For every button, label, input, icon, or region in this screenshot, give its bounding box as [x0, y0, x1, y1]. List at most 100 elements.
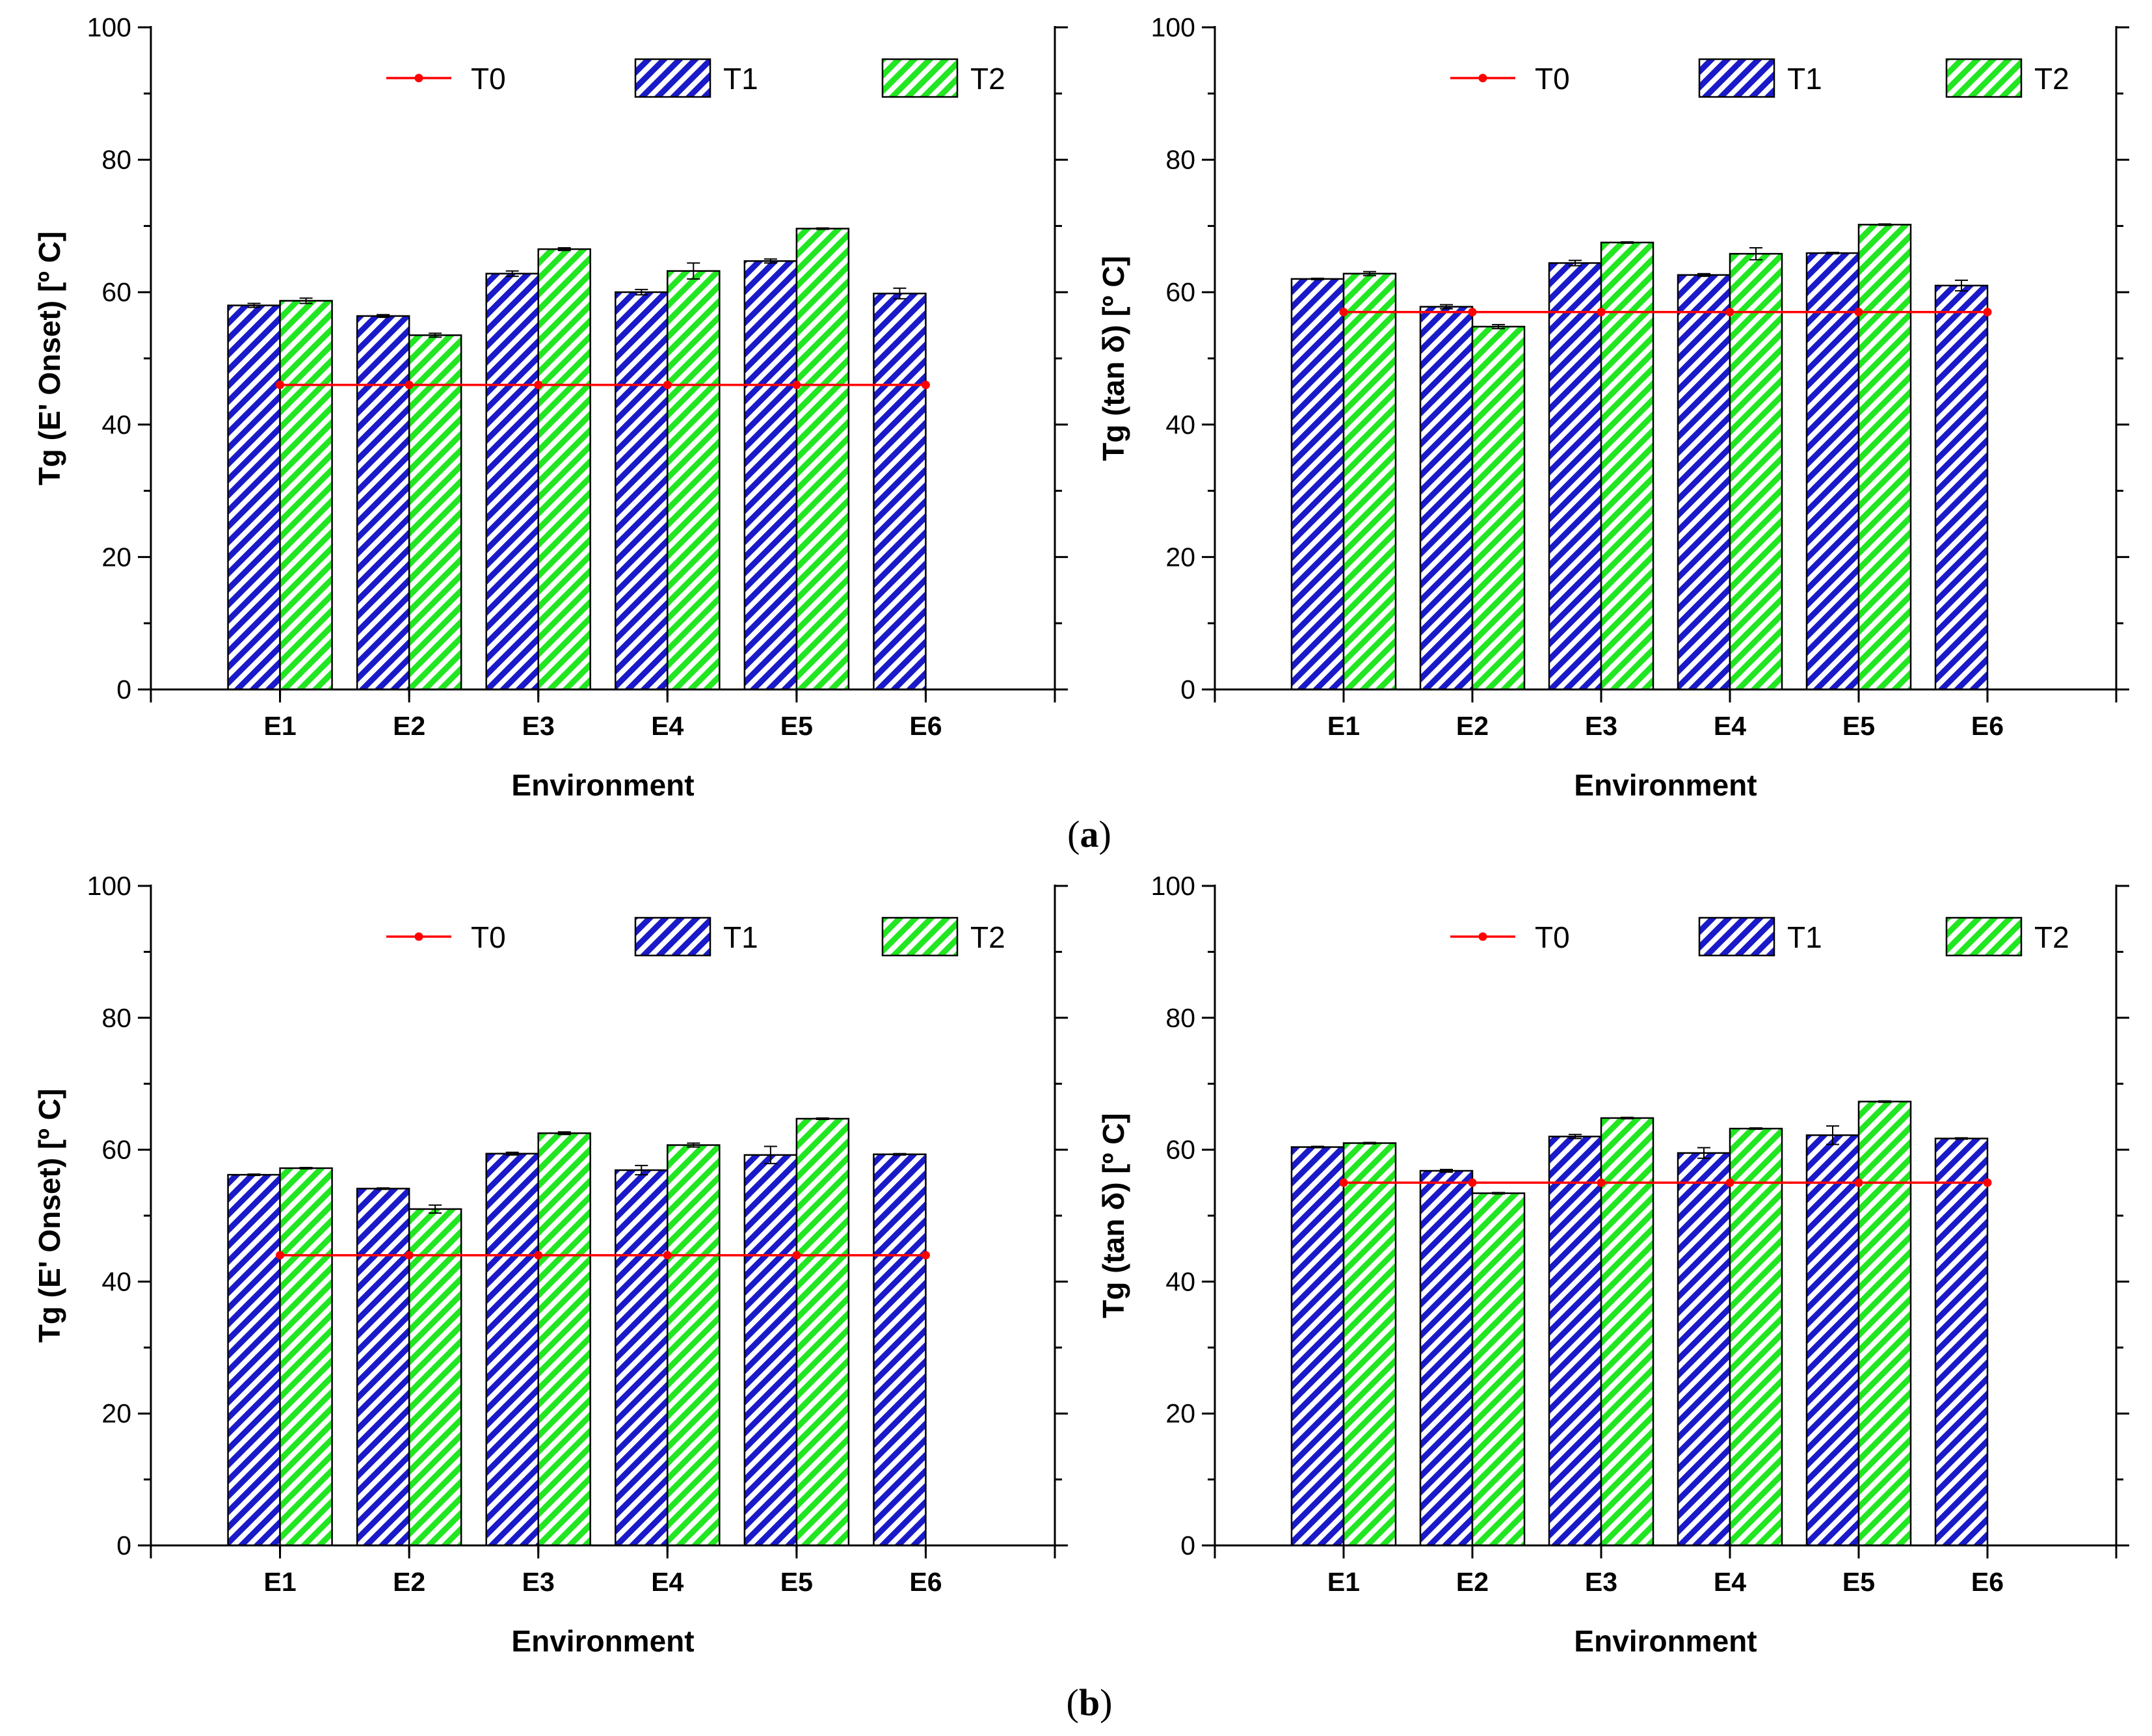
legend-t1-swatch — [1698, 916, 1775, 957]
bar-t1-e2 — [356, 1188, 410, 1547]
point-t0-e4 — [663, 381, 672, 390]
errorbar-t2-e5 — [816, 227, 829, 230]
x-axis-title: Environment — [1574, 768, 1757, 802]
errorbar-t2-e4 — [687, 1142, 700, 1148]
errorbar-t1-e1 — [1311, 1145, 1324, 1149]
panel-label-a: (a) — [1067, 813, 1111, 855]
errorbar-t1-e4 — [1697, 273, 1710, 277]
errorbar-t1-e3 — [1569, 1134, 1582, 1140]
chart-a-right: 0 20 40 60 80 100 E1 E2 E3 E4 E5 E6 Environment Tg (t… — [1096, 12, 2129, 802]
errorbar-t2-e2 — [1492, 324, 1505, 330]
errorbar-t1-e3 — [1569, 260, 1582, 267]
legend-t0-marker — [414, 932, 423, 941]
legend-t1-swatch — [634, 916, 711, 957]
y-tick-label: 0 — [116, 674, 131, 704]
bar-t1-e4 — [1677, 274, 1731, 691]
x-tick-label-e4: E4 — [1714, 711, 1746, 741]
errorbar-t2-e1 — [299, 1166, 313, 1170]
y-axis-title: Tg (tan δ) [º C] — [1096, 256, 1130, 461]
point-t0-e4 — [663, 1251, 672, 1260]
errorbar-t2-e4 — [1749, 1127, 1762, 1130]
y-tick-label: 40 — [101, 1266, 131, 1296]
bar-t1-e3 — [1548, 262, 1602, 691]
legend-t1-swatch — [1698, 58, 1775, 98]
y-tick-label: 60 — [1165, 1135, 1195, 1165]
point-t0-e1 — [1339, 1178, 1348, 1187]
chart-b-left: 0 20 40 60 80 100 E1 E2 E3 E4 E5 E6 Environment Tg (E… — [33, 871, 1068, 1658]
bar-t2-e5 — [1857, 224, 1912, 691]
y-tick-label: 40 — [101, 410, 131, 440]
legend-t0-label: T0 — [1535, 62, 1570, 96]
y-tick-label: 40 — [1165, 1266, 1195, 1296]
bar-t2-e5 — [1857, 1101, 1912, 1547]
bar-t1-e6 — [1934, 284, 1989, 691]
errorbar-t2-e4 — [1749, 247, 1762, 261]
point-t0-e4 — [1725, 308, 1734, 317]
bar-t2-e1 — [1342, 273, 1397, 691]
bar-t2-e1 — [279, 1167, 333, 1547]
errorbar-t2-e2 — [429, 332, 442, 338]
y-tick-label: 100 — [87, 871, 131, 901]
errorbar-t1-e1 — [247, 302, 261, 308]
y-tick-label: 60 — [1165, 277, 1195, 307]
x-tick-label-e3: E3 — [522, 1567, 555, 1597]
point-t0-e6 — [1983, 1178, 1992, 1187]
bar-t1-e5 — [743, 260, 798, 691]
y-tick-label: 80 — [101, 145, 131, 175]
y-tick-label: 100 — [87, 12, 131, 42]
errorbar-t1-e6 — [1955, 1137, 1968, 1140]
bar-t2-e1 — [1342, 1142, 1397, 1547]
legend-t2-label: T2 — [970, 62, 1005, 96]
x-tick-label-e2: E2 — [1456, 1567, 1489, 1597]
errorbar-t1-e5 — [1826, 1125, 1839, 1145]
legend-t0-marker — [1478, 73, 1487, 83]
errorbar-t2-e1 — [1363, 271, 1376, 276]
bar-t2-e2 — [408, 334, 462, 691]
x-axis-title: Environment — [511, 1624, 694, 1658]
bar-t1-e4 — [615, 1169, 669, 1547]
x-tick-label-e1: E1 — [263, 1567, 296, 1597]
point-t0-e5 — [792, 381, 801, 390]
point-t0-e6 — [921, 1251, 930, 1260]
x-tick-label-e1: E1 — [263, 711, 296, 741]
legend-t1-label: T1 — [723, 920, 758, 954]
legend: T0 T1 T2 — [1450, 58, 2069, 98]
x-tick-label-e3: E3 — [1585, 1567, 1617, 1597]
bar-t1-e3 — [485, 273, 539, 691]
y-tick-label: 60 — [101, 277, 131, 307]
bar-t2-e4 — [1729, 1127, 1783, 1547]
errorbar-t1-e5 — [764, 1145, 777, 1164]
y-tick-label: 0 — [1180, 674, 1195, 704]
legend-t2-swatch — [1945, 916, 2023, 957]
legend-t2-swatch — [881, 916, 959, 957]
x-tick-label-e6: E6 — [1971, 1567, 2004, 1597]
bar-t1-e1 — [227, 1173, 281, 1547]
chart-a-left: 0 20 40 60 80 100 E1 E2 E3 E4 E5 E6 Environment Tg (E… — [33, 12, 1068, 802]
x-tick-label-e6: E6 — [909, 1567, 942, 1597]
x-tick-label-e4: E4 — [651, 1567, 684, 1597]
legend: T0 T1 T2 — [386, 916, 1005, 957]
errorbar-t1-e6 — [893, 287, 907, 300]
errorbar-t1-e4 — [635, 289, 648, 296]
bar-t1-e1 — [1290, 278, 1345, 691]
errorbar-t2-e1 — [299, 297, 313, 304]
y-tick-label: 60 — [101, 1135, 131, 1165]
x-tick-label-e5: E5 — [1842, 1567, 1875, 1597]
y-tick-label: 100 — [1151, 871, 1195, 901]
errorbar-t2-e3 — [557, 247, 571, 252]
bar-t2-e2 — [408, 1208, 462, 1547]
errorbar-t1-e3 — [505, 1151, 519, 1156]
errorbar-t2-e5 — [1878, 1100, 1891, 1103]
x-tick-label-e3: E3 — [1585, 711, 1617, 741]
y-tick-label: 20 — [101, 542, 131, 572]
y-tick-label: 80 — [1165, 145, 1195, 175]
errorbar-t2-e3 — [1621, 241, 1634, 244]
bar-t2-e2 — [1471, 325, 1526, 691]
x-tick-label-e5: E5 — [780, 711, 813, 741]
bar-t2-e3 — [1600, 1117, 1654, 1547]
x-tick-label-e2: E2 — [393, 1567, 425, 1597]
errorbar-t1-e6 — [893, 1153, 907, 1156]
legend-t2-label: T2 — [2034, 920, 2069, 954]
bar-t2-e4 — [667, 270, 721, 691]
bar-t1-e5 — [1805, 252, 1860, 691]
